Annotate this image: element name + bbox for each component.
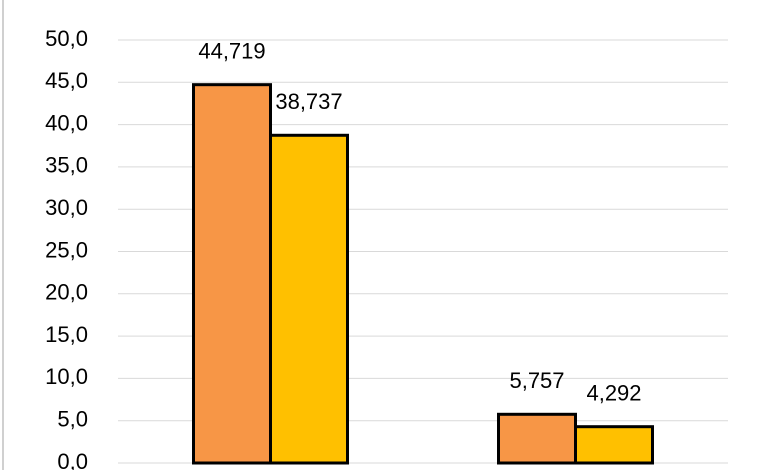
data-label: 5,757	[509, 368, 564, 393]
bar	[269, 133, 349, 465]
y-tick-label: 50,0	[45, 26, 88, 51]
y-tick-label: 5,0	[57, 407, 88, 432]
y-tick-label: 40,0	[45, 110, 88, 135]
bar	[574, 425, 654, 465]
y-tick-label: 25,0	[45, 237, 88, 262]
y-tick-label: 0,0	[57, 449, 88, 470]
y-tick-label: 20,0	[45, 280, 88, 305]
y-tick-label: 35,0	[45, 153, 88, 178]
y-tick-label: 15,0	[45, 322, 88, 347]
y-tick-label: 10,0	[45, 364, 88, 389]
data-label: 4,292	[586, 381, 641, 406]
bar	[497, 412, 577, 465]
y-tick-label: 30,0	[45, 195, 88, 220]
y-tick-label: 45,0	[45, 68, 88, 93]
data-label: 38,737	[275, 89, 342, 114]
bar	[192, 83, 272, 465]
data-label: 44,719	[198, 38, 265, 63]
